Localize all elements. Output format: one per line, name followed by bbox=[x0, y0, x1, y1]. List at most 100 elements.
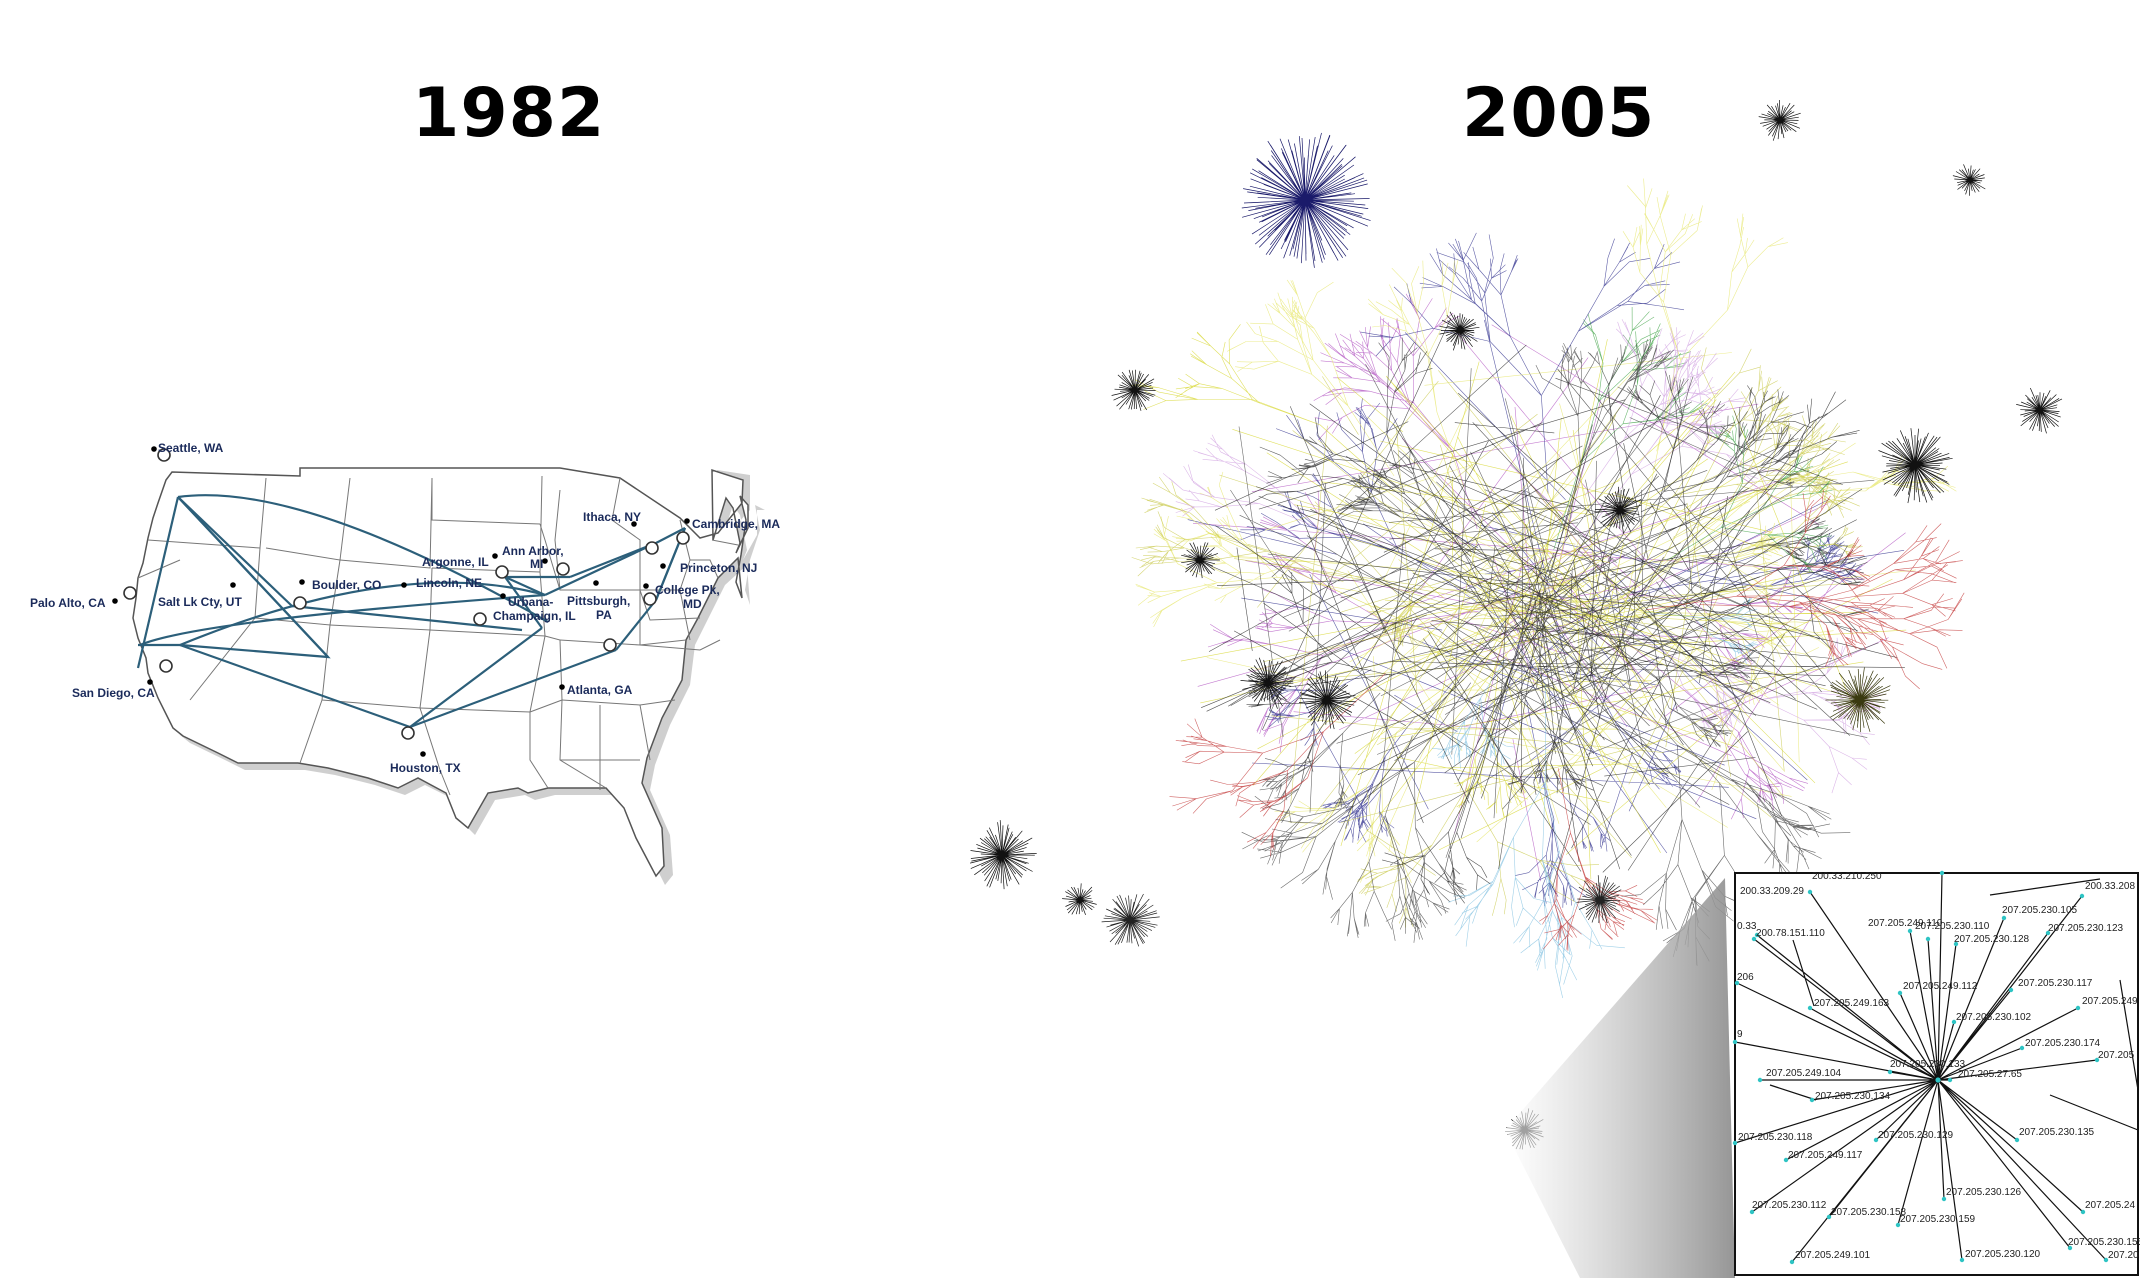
zoom-node-label: 207.205.249 bbox=[2082, 996, 2138, 1007]
city-label: Ithaca, NY bbox=[583, 510, 641, 524]
city-label: Ann Arbor, bbox=[502, 544, 564, 558]
zoom-node-label: 206 bbox=[1737, 972, 1754, 983]
city-label: MI bbox=[530, 557, 543, 571]
hub-star bbox=[970, 820, 1037, 890]
zoom-node-label: 0.33 bbox=[1737, 921, 1757, 932]
zoom-node-dot bbox=[1895, 1222, 1901, 1228]
zoom-node-dot bbox=[1873, 1137, 1879, 1143]
zoom-node-dot bbox=[2103, 1257, 2109, 1263]
zoom-node-dot bbox=[2080, 1209, 2086, 1215]
zoom-node-dot bbox=[2079, 893, 2085, 899]
hub-star bbox=[1595, 486, 1642, 534]
zoom-node-label: 9 bbox=[1737, 1029, 1743, 1040]
zoom-node-dot bbox=[1749, 1209, 1755, 1215]
zoom-node-label: 207.205.27.65 bbox=[1958, 1069, 2022, 1080]
zoom-node-dot bbox=[2019, 1045, 2025, 1051]
zoom-node-label: 207.205.249.104 bbox=[1766, 1068, 1842, 1079]
city-labels: Seattle, WA Ithaca, NY Cambridge, MA Ann… bbox=[30, 441, 780, 775]
map-site-dots bbox=[112, 446, 690, 757]
city-label: Pittsburgh, bbox=[567, 594, 630, 608]
zoom-node-label: 207.205.230.129 bbox=[1878, 1130, 1954, 1141]
zoom-node-dot bbox=[2075, 1005, 2081, 1011]
hub-star bbox=[1241, 132, 1371, 268]
hub-star bbox=[1101, 893, 1160, 947]
hub-star bbox=[1181, 542, 1220, 579]
hub-star bbox=[2016, 387, 2063, 434]
zoom-node-dot bbox=[1953, 941, 1959, 947]
zoom-node-label: 207.205.230.158 bbox=[1831, 1207, 1907, 1218]
zoom-node-label: 200.33.209.29 bbox=[1740, 886, 1804, 897]
zoom-node-label: 207.205.230.126 bbox=[1946, 1187, 2022, 1198]
zoom-node-dot bbox=[1947, 1077, 1953, 1083]
zoom-node-label: 200.78.151.110 bbox=[1756, 928, 1825, 939]
zoom-center-node bbox=[1935, 1077, 1941, 1083]
zoom-node-dot bbox=[1809, 1097, 1815, 1103]
zoom-node-dot bbox=[1732, 1039, 1738, 1045]
hub-star bbox=[1758, 99, 1801, 141]
city-label: Salt Lk Cty, UT bbox=[158, 595, 242, 609]
zoom-node-dot bbox=[1959, 1257, 1965, 1263]
zoom-node-label: 207.205.230.128 bbox=[1954, 934, 2030, 945]
year-2005-label: 2005 bbox=[1462, 74, 1656, 153]
zoom-node-label: 200.33.210.250 bbox=[1812, 871, 1882, 882]
city-label: Houston, TX bbox=[390, 761, 461, 775]
zoom-node-dot bbox=[1757, 1077, 1763, 1083]
zoom-node-label: 207.205.230.135 bbox=[2019, 1127, 2095, 1138]
zoom-node-dot bbox=[1951, 1019, 1957, 1025]
city-label: Lincoln, NE bbox=[416, 576, 482, 590]
hub-star bbox=[1298, 670, 1357, 730]
city-label: Princeton, NJ bbox=[680, 561, 757, 575]
zoom-node-dot bbox=[1897, 990, 1903, 996]
zoom-node-dot bbox=[2001, 915, 2007, 921]
city-label: Champaign, IL bbox=[493, 609, 576, 623]
zoom-node-dot bbox=[2045, 930, 2051, 936]
hub-star bbox=[1439, 311, 1480, 351]
zoom-node-label: 207.205.230.123 bbox=[2048, 923, 2124, 934]
hub-star bbox=[1878, 428, 1953, 504]
zoom-node-label: 207.205.230.155 bbox=[2068, 1237, 2140, 1248]
zoom-node-label: 207.205.249.163 bbox=[1814, 998, 1890, 1009]
zoom-node-dot bbox=[2014, 1137, 2020, 1143]
city-label: Argonne, IL bbox=[422, 555, 489, 569]
zoom-node-label: 207.205.230.159 bbox=[1900, 1214, 1976, 1225]
network-edge-group bbox=[1183, 337, 1851, 871]
network-graph-hubs bbox=[970, 99, 2063, 1150]
zoom-cone bbox=[1505, 878, 1735, 1278]
zoom-node-dot bbox=[1754, 932, 1760, 938]
network-edge-group bbox=[1130, 324, 1907, 880]
zoom-node-dot bbox=[1789, 1259, 1795, 1265]
zoom-node-dot bbox=[2094, 1057, 2100, 1063]
map-nodes bbox=[123, 448, 690, 740]
zoom-node-label: 207.20 bbox=[2108, 1250, 2139, 1261]
zoom-node-dot bbox=[1907, 928, 1913, 934]
zoom-node-dot bbox=[1732, 1140, 1738, 1146]
zoom-node-dot bbox=[1925, 936, 1931, 942]
hub-star bbox=[1240, 657, 1294, 709]
zoom-node-label: 207.205.24 bbox=[2085, 1200, 2135, 1211]
year-1982-label: 1982 bbox=[412, 74, 606, 153]
zoom-node-dot bbox=[2067, 1245, 2073, 1251]
us-map-outline bbox=[132, 467, 749, 878]
zoom-node-label: 207.205.249.101 bbox=[1795, 1250, 1871, 1261]
zoom-node-dot bbox=[1887, 1069, 1893, 1075]
zoom-node-label: 207.205.230.102 bbox=[1956, 1012, 2032, 1023]
zoom-node-dot bbox=[1807, 1005, 1813, 1011]
network-edge-group bbox=[1169, 490, 1965, 951]
city-label: MD bbox=[683, 597, 702, 611]
zoom-node-label: 207.205.230.133 bbox=[1890, 1059, 1966, 1070]
zoom-node-dot bbox=[1807, 889, 1813, 895]
hub-star bbox=[1952, 164, 1986, 196]
zoom-node-label: 207.205.249.117 bbox=[1788, 1150, 1863, 1161]
city-label: Urbana- bbox=[508, 595, 553, 609]
zoom-node-dot bbox=[1734, 980, 1740, 986]
city-label: Seattle, WA bbox=[158, 441, 224, 455]
city-label: PA bbox=[596, 608, 612, 622]
zoom-node-label: 207.205.249.110 bbox=[1868, 918, 1943, 929]
zoom-node-label: 207.205.230.134 bbox=[1815, 1091, 1891, 1102]
hub-star bbox=[1825, 667, 1891, 733]
city-label: Boulder, CO bbox=[312, 578, 381, 592]
zoom-node-label: 207.205 bbox=[2098, 1050, 2135, 1061]
